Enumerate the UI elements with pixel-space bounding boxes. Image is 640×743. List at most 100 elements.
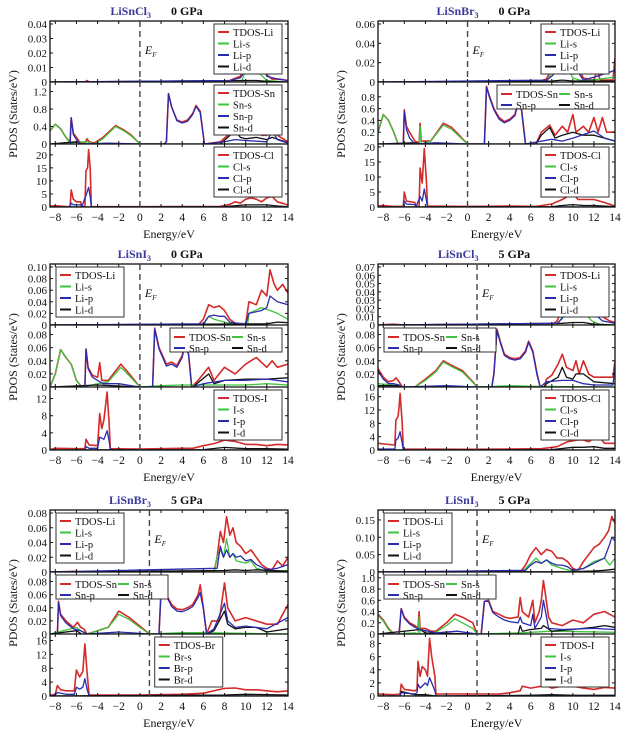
y-tick-label: 0.02: [28, 369, 47, 381]
x-tick-label: −6: [398, 701, 410, 713]
x-tick-label: 10: [240, 701, 252, 713]
x-tick-label: 4: [179, 455, 185, 467]
y-tick-label: 0: [370, 567, 376, 579]
y-axis-label: PDOS (States/eV): [334, 559, 348, 647]
y-tick-label: 0: [42, 139, 48, 151]
y-axis-label: PDOS (States/eV): [6, 559, 20, 647]
plot-frame: [377, 263, 616, 451]
plot-frame: [49, 263, 289, 451]
legend-label: Br-s: [174, 653, 192, 664]
x-tick-label: 0: [465, 212, 471, 224]
legend-label: I-d: [233, 429, 246, 440]
y-tick-label: 0.06: [28, 590, 48, 602]
series-sn-p: [378, 329, 615, 387]
y-tick-label: 0.02: [356, 58, 375, 70]
x-tick-label: −8: [49, 455, 61, 467]
y-tick-label: 0.02: [28, 552, 47, 564]
x-axis-label: Energy/eV: [471, 470, 523, 484]
y-tick-label: 0: [370, 445, 376, 457]
y-axis-label: PDOS (States/eV): [6, 313, 20, 401]
x-tick-label: 4: [507, 701, 513, 713]
x-tick-label: −4: [419, 701, 431, 713]
legend-label: Cl-s: [560, 406, 578, 417]
panel-title-pressure: 0 GPa: [499, 4, 531, 18]
legend-label: TDOS-Sn: [516, 90, 559, 101]
fermi-level-label: EF: [144, 286, 157, 302]
legend-label: Li-p: [75, 540, 93, 551]
x-tick-label: −2: [440, 701, 452, 713]
legend-label: Li-d: [75, 552, 94, 563]
legend-box: [55, 266, 125, 318]
plot-frame: [377, 20, 616, 208]
x-tick-label: 10: [240, 212, 252, 224]
x-tick-label: −2: [440, 455, 452, 467]
legend-label: Li-d: [403, 552, 422, 563]
x-tick-label: 6: [201, 455, 207, 467]
series-sn-p: [378, 86, 615, 144]
legend-label: Li-d: [560, 306, 579, 317]
legend-label: I-s: [560, 653, 571, 664]
y-tick-label: 0.08: [28, 577, 48, 589]
legend-label: Sn-s: [247, 333, 266, 344]
legend-label: Sn-p: [189, 344, 209, 355]
x-tick-label: 6: [201, 212, 207, 224]
legend-label: Sn-s: [233, 101, 252, 112]
y-tick-label: 0.04: [28, 19, 48, 31]
y-axis-label: PDOS (States/eV): [6, 70, 20, 158]
series-cl-p: [378, 188, 615, 207]
legend-label: TDOS-Sn: [189, 333, 232, 344]
legend-sn: TDOS-Sn Sn-s Sn-p Sn-d: [169, 327, 283, 355]
series-sn-s: [378, 361, 615, 387]
legend-label: Li-s: [75, 283, 92, 294]
y-tick-label: 0.10: [28, 262, 48, 274]
legend-label: Cl-s: [233, 163, 251, 174]
legend-label: I-s: [233, 406, 244, 417]
legend-label: TDOS-Cl: [233, 151, 274, 162]
legend-sn: TDOS-Sn Sn-s Sn-p Sn-d: [496, 84, 610, 112]
x-tick-label: −6: [70, 455, 82, 467]
legend-sn: TDOS-Sn Sn-s Sn-p Sn-d: [383, 574, 497, 602]
x-tick-label: 6: [528, 701, 534, 713]
x-tick-label: −6: [70, 212, 82, 224]
y-tick-label: 0.08: [28, 274, 48, 286]
y-tick-label: 6: [370, 652, 376, 664]
y-tick-label: 0: [370, 320, 376, 332]
series-sn-d: [378, 126, 615, 144]
legend-label: Sn-p: [233, 112, 253, 123]
y-tick-label: 1.0: [361, 573, 375, 585]
y-tick-label: 10: [364, 172, 376, 184]
legend-i: TDOS-II-sI-pI-d: [213, 389, 283, 441]
series-li-d: [50, 569, 288, 572]
x-tick-label: 2: [486, 212, 492, 224]
x-tick-label: 8: [549, 212, 555, 224]
legend-label: Sn-p: [403, 591, 423, 602]
subplot-sn: 00.020.040.060.08 TDOS-Sn Sn-s Sn-p Sn-d: [28, 572, 289, 641]
y-tick-label: 15: [364, 157, 376, 169]
legend-box: [496, 84, 610, 110]
y-tick-label: 0.15: [356, 515, 376, 527]
y-tick-label: 4: [42, 677, 48, 689]
legend-label: TDOS-Li: [560, 271, 600, 282]
series-sn-p: [50, 590, 288, 634]
x-tick-label: 2: [158, 455, 164, 467]
x-tick-label: −2: [113, 701, 125, 713]
x-tick-label: 4: [179, 212, 185, 224]
legend-label: Sn-p: [403, 344, 423, 355]
x-tick-label: −8: [377, 455, 389, 467]
y-tick-label: 0.8: [33, 104, 47, 116]
fermi-level-label: EF: [481, 532, 494, 548]
legend-label: Sn-p: [516, 101, 536, 112]
x-tick-label: −4: [419, 212, 431, 224]
y-tick-label: 12: [36, 649, 47, 661]
legend-label: TDOS-Li: [75, 517, 115, 528]
y-tick-label: 0: [42, 382, 48, 394]
x-tick-label: 12: [261, 212, 273, 224]
series-sn-total: [50, 582, 288, 634]
